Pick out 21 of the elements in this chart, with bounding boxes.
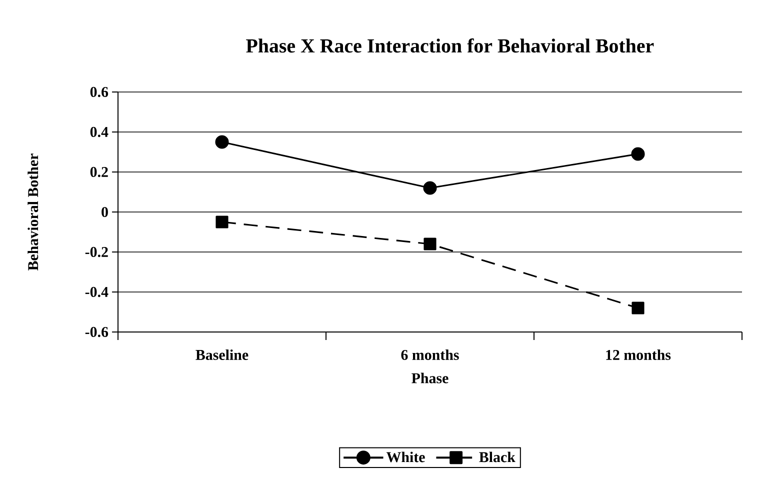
x-tick-label: 6 months bbox=[401, 349, 459, 360]
point bbox=[215, 135, 229, 149]
y-tick-label: 0.4 bbox=[90, 126, 108, 138]
point bbox=[423, 181, 437, 195]
y-tick-label: -0.6 bbox=[85, 326, 108, 338]
y-tick-label: -0.2 bbox=[85, 246, 108, 258]
y-tick-label: -0.4 bbox=[85, 286, 108, 298]
y-axis-title: Behavioral Bother bbox=[28, 154, 38, 270]
y-tick-label: 0.6 bbox=[90, 86, 108, 98]
chart-title: Phase X Race Interaction for Behavioral Bother bbox=[246, 38, 654, 53]
point bbox=[216, 216, 228, 228]
legend-label: White bbox=[386, 452, 425, 462]
point bbox=[424, 238, 436, 250]
legend-label: Black bbox=[479, 452, 516, 462]
x-tick-label: 12 months bbox=[606, 349, 671, 360]
x-tick-label: Baseline bbox=[196, 349, 248, 360]
y-tick-label: 0 bbox=[102, 206, 108, 218]
y-tick-label: 0.2 bbox=[90, 166, 108, 178]
point bbox=[632, 302, 644, 314]
x-axis-title: Phase bbox=[412, 372, 448, 384]
point bbox=[631, 147, 645, 161]
